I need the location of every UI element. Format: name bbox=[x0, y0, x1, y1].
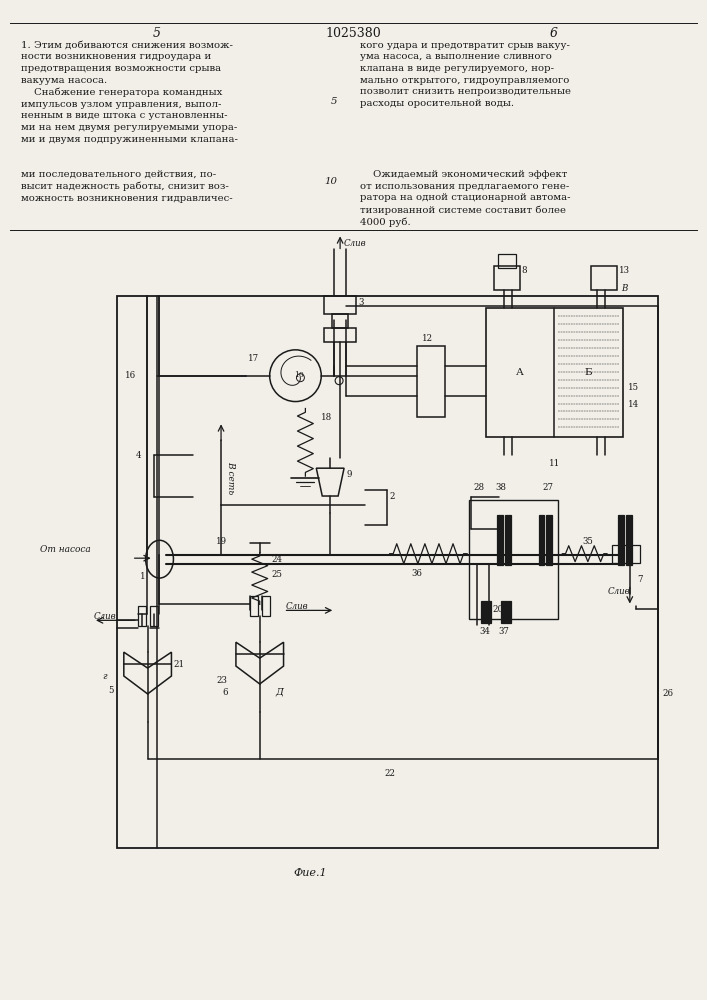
Text: 5: 5 bbox=[331, 97, 337, 106]
Text: 6: 6 bbox=[549, 27, 557, 40]
Text: 8: 8 bbox=[522, 266, 527, 275]
Bar bbox=[591, 266, 617, 290]
Text: кого удара и предотвратит срыв вакуу-
ума насоса, а выполнение сливного
клапана : кого удара и предотвратит срыв вакуу- ум… bbox=[360, 41, 571, 108]
Text: 24: 24 bbox=[271, 555, 283, 564]
Text: 1: 1 bbox=[140, 572, 146, 581]
Text: 10: 10 bbox=[295, 371, 304, 379]
Text: Слив: Слив bbox=[94, 612, 117, 621]
Text: 26: 26 bbox=[662, 689, 674, 698]
Text: 17: 17 bbox=[248, 354, 259, 363]
Text: 23: 23 bbox=[216, 676, 227, 685]
Bar bbox=[505, 515, 510, 565]
Bar bbox=[539, 515, 544, 565]
Bar bbox=[469, 500, 559, 619]
Text: В: В bbox=[621, 284, 627, 293]
Text: Слив: Слив bbox=[286, 602, 308, 611]
Text: 15: 15 bbox=[628, 383, 639, 392]
Bar bbox=[486, 308, 623, 437]
Bar bbox=[332, 314, 348, 328]
Text: В сеть: В сеть bbox=[226, 461, 235, 495]
Text: 18: 18 bbox=[321, 413, 332, 422]
Text: 27: 27 bbox=[542, 483, 554, 492]
Text: 7: 7 bbox=[638, 575, 643, 584]
Text: 2: 2 bbox=[390, 492, 395, 501]
Bar bbox=[418, 346, 445, 417]
Text: А: А bbox=[515, 368, 524, 377]
Text: 35: 35 bbox=[582, 537, 593, 546]
Bar bbox=[612, 545, 640, 563]
Text: 5: 5 bbox=[153, 27, 160, 40]
Text: 4: 4 bbox=[136, 451, 141, 460]
Text: 6: 6 bbox=[222, 688, 228, 697]
Text: 16: 16 bbox=[125, 371, 136, 380]
Bar bbox=[325, 328, 356, 342]
Text: 13: 13 bbox=[619, 266, 630, 275]
Text: 11: 11 bbox=[549, 459, 560, 468]
Bar bbox=[547, 515, 552, 565]
Text: Слив: Слив bbox=[344, 239, 367, 248]
Bar bbox=[626, 515, 632, 565]
Text: 19: 19 bbox=[216, 537, 227, 546]
Text: 14: 14 bbox=[628, 400, 639, 409]
Text: 12: 12 bbox=[421, 334, 433, 343]
Text: 9: 9 bbox=[346, 470, 351, 479]
Text: 1. Этим добиваются снижения возмож-
ности возникновения гидроудара и
предотвраще: 1. Этим добиваются снижения возмож- ност… bbox=[21, 41, 238, 144]
Bar bbox=[262, 596, 269, 616]
Text: 20: 20 bbox=[493, 605, 504, 614]
Text: 5: 5 bbox=[108, 686, 113, 695]
Text: Б: Б bbox=[584, 368, 592, 377]
Text: 21: 21 bbox=[173, 660, 185, 669]
Bar bbox=[117, 296, 658, 848]
Text: От насоса: От насоса bbox=[40, 545, 91, 554]
Text: 10: 10 bbox=[324, 177, 337, 186]
Text: 37: 37 bbox=[499, 627, 510, 636]
Bar bbox=[250, 596, 258, 616]
Bar bbox=[325, 296, 356, 314]
Text: Ожидаемый экономический эффект
от использования предлагаемого гене-
ратора на од: Ожидаемый экономический эффект от исполь… bbox=[360, 170, 571, 227]
Text: Фие.1: Фие.1 bbox=[293, 868, 327, 878]
Bar bbox=[618, 515, 624, 565]
Text: 22: 22 bbox=[384, 768, 395, 778]
Bar bbox=[481, 601, 491, 623]
Text: 36: 36 bbox=[411, 569, 422, 578]
Text: г: г bbox=[102, 672, 107, 681]
Bar bbox=[497, 515, 503, 565]
Bar bbox=[494, 266, 520, 290]
Text: Д: Д bbox=[276, 688, 284, 697]
Text: ми последовательного действия, по-
высит надежность работы, снизит воз-
можность: ми последовательного действия, по- высит… bbox=[21, 170, 233, 203]
Bar bbox=[501, 601, 510, 623]
Bar bbox=[138, 606, 146, 626]
Text: 1025380: 1025380 bbox=[325, 27, 381, 40]
Text: 3: 3 bbox=[358, 298, 363, 307]
Text: 25: 25 bbox=[271, 570, 283, 579]
Bar bbox=[498, 254, 515, 268]
Text: 34: 34 bbox=[479, 627, 490, 636]
Text: 38: 38 bbox=[495, 483, 506, 492]
Text: 28: 28 bbox=[473, 483, 484, 492]
Bar bbox=[150, 606, 158, 626]
Text: Слив: Слив bbox=[608, 587, 631, 596]
